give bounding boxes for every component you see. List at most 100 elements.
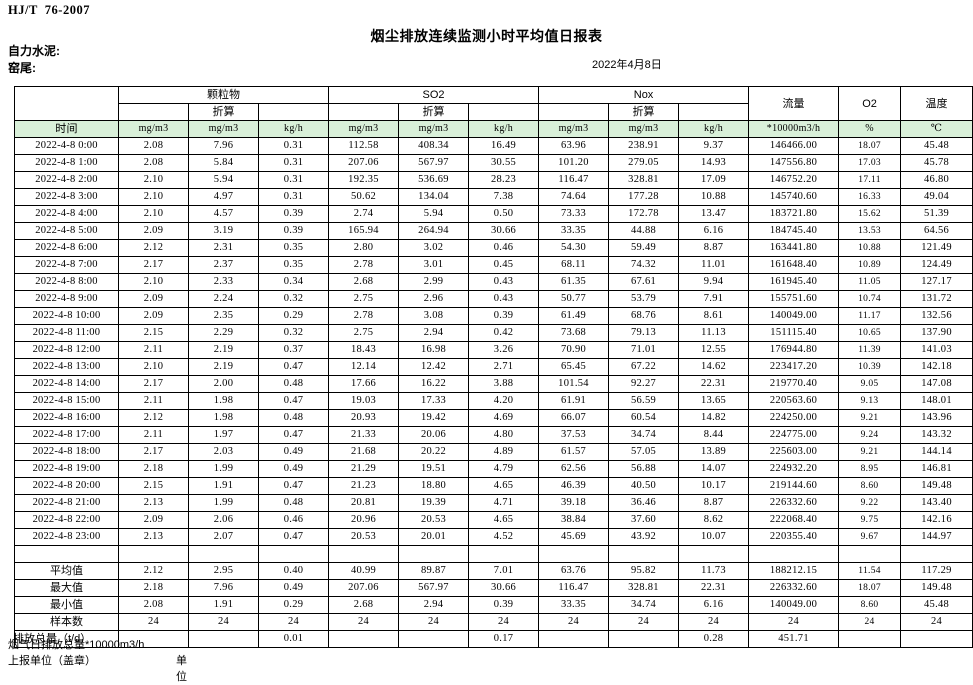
table-row-so2-kgh: 4.79	[469, 461, 539, 478]
table-row-so2-converted: 2.96	[399, 291, 469, 308]
report-date: 2022年4月8日	[592, 56, 662, 72]
table-row-o2: 10.39	[839, 359, 901, 376]
table-row-pm-converted: 3.19	[189, 223, 259, 240]
table-row-pm-kgh: 0.37	[259, 342, 329, 359]
summary-row-pm-kgh: 0.29	[259, 597, 329, 614]
header-unit-so2: mg/m3	[329, 121, 399, 138]
table-row-pm-kgh: 0.49	[259, 444, 329, 461]
table-row-label: 2022-4-8 23:00	[15, 529, 119, 546]
table-row-flow: 146752.20	[749, 172, 839, 189]
summary-row-nox-converted: 95.82	[609, 563, 679, 580]
table-row-flow: 145740.60	[749, 189, 839, 206]
table-row-nox-converted: 37.60	[609, 512, 679, 529]
table-row-flow: 219770.40	[749, 376, 839, 393]
table-row-label: 2022-4-8 14:00	[15, 376, 119, 393]
table-row-nox-converted: 79.13	[609, 325, 679, 342]
table-row-pm: 2.18	[119, 461, 189, 478]
table-row-so2-converted: 2.99	[399, 274, 469, 291]
summary-row-nox-kgh: 24	[679, 614, 749, 631]
table-row-nox: 38.84	[539, 512, 609, 529]
blank-cell	[539, 546, 609, 563]
table-row-nox: 68.11	[539, 257, 609, 274]
summary-row-o2: 8.60	[839, 597, 901, 614]
table-row-nox-kgh: 10.07	[679, 529, 749, 546]
table-row-temperature: 124.49	[901, 257, 973, 274]
table-row-label: 2022-4-8 10:00	[15, 308, 119, 325]
table-row-so2: 17.66	[329, 376, 399, 393]
table-row-o2: 8.95	[839, 461, 901, 478]
table-row-nox-converted: 71.01	[609, 342, 679, 359]
table-row-nox: 61.35	[539, 274, 609, 291]
header-unit-flow: *10000m3/h	[749, 121, 839, 138]
table-row-nox-kgh: 11.13	[679, 325, 749, 342]
table-row-pm: 2.08	[119, 138, 189, 155]
table-row-label: 2022-4-8 3:00	[15, 189, 119, 206]
table-row-nox-kgh: 11.01	[679, 257, 749, 274]
table-row-so2-kgh: 0.50	[469, 206, 539, 223]
summary-row-nox-kgh: 6.16	[679, 597, 749, 614]
table-row-o2: 11.39	[839, 342, 901, 359]
header-unit-so2-conv: mg/m3	[399, 121, 469, 138]
table-row-so2: 2.74	[329, 206, 399, 223]
report-table-wrap: 颗粒物 SO2 Nox 流量 O2 温度 湿度 负荷 折算 折算	[14, 86, 959, 648]
table-row-pm-converted: 1.97	[189, 427, 259, 444]
table-row-pm-kgh: 0.48	[259, 376, 329, 393]
table-row-flow: 224250.00	[749, 410, 839, 427]
header-unit-o2: %	[839, 121, 901, 138]
table-row-pm-kgh: 0.49	[259, 461, 329, 478]
table-row-nox: 50.77	[539, 291, 609, 308]
summary-row-so2-converted: 89.87	[399, 563, 469, 580]
table-row-nox-converted: 56.59	[609, 393, 679, 410]
header-group-o2: O2	[839, 87, 901, 121]
table-row-temperature: 64.56	[901, 223, 973, 240]
daily-total-so2-converted	[399, 631, 469, 648]
table-row-pm-converted: 2.24	[189, 291, 259, 308]
summary-row-temperature: 149.48	[901, 580, 973, 597]
table-row-nox-converted: 53.79	[609, 291, 679, 308]
table-row-pm: 2.17	[119, 376, 189, 393]
table-row-pm: 2.15	[119, 325, 189, 342]
table-row-nox: 73.33	[539, 206, 609, 223]
table-row-label: 2022-4-8 0:00	[15, 138, 119, 155]
table-row-so2: 20.96	[329, 512, 399, 529]
table-row-pm: 2.13	[119, 529, 189, 546]
summary-row-pm-kgh: 24	[259, 614, 329, 631]
header-group-so2: SO2	[329, 87, 539, 104]
summary-row-pm-converted: 24	[189, 614, 259, 631]
table-row-so2: 2.78	[329, 308, 399, 325]
table-row-nox: 45.69	[539, 529, 609, 546]
table-row-nox: 61.49	[539, 308, 609, 325]
table-row-so2: 192.35	[329, 172, 399, 189]
table-row-pm-converted: 2.07	[189, 529, 259, 546]
table-row-so2-kgh: 4.20	[469, 393, 539, 410]
table-row-temperature: 137.90	[901, 325, 973, 342]
table-row-label: 2022-4-8 22:00	[15, 512, 119, 529]
table-row-nox: 61.91	[539, 393, 609, 410]
summary-row-so2-converted: 24	[399, 614, 469, 631]
table-row-pm-converted: 2.03	[189, 444, 259, 461]
blank-cell	[329, 546, 399, 563]
table-row-nox-converted: 238.91	[609, 138, 679, 155]
table-row-so2-kgh: 28.23	[469, 172, 539, 189]
table-row-pm-kgh: 0.31	[259, 189, 329, 206]
daily-total-pm-kgh: 0.01	[259, 631, 329, 648]
blank-cell	[399, 546, 469, 563]
table-row-nox-converted: 68.76	[609, 308, 679, 325]
table-row-so2-converted: 20.06	[399, 427, 469, 444]
table-row-temperature: 46.80	[901, 172, 973, 189]
table-row-pm-kgh: 0.47	[259, 478, 329, 495]
table-row-o2: 9.75	[839, 512, 901, 529]
table-row-pm-converted: 2.37	[189, 257, 259, 274]
header-unit-time: 时间	[15, 121, 119, 138]
table-row-label: 2022-4-8 17:00	[15, 427, 119, 444]
table-row-nox: 101.20	[539, 155, 609, 172]
table-row-o2: 10.74	[839, 291, 901, 308]
table-row-label: 2022-4-8 2:00	[15, 172, 119, 189]
table-row-so2: 12.14	[329, 359, 399, 376]
